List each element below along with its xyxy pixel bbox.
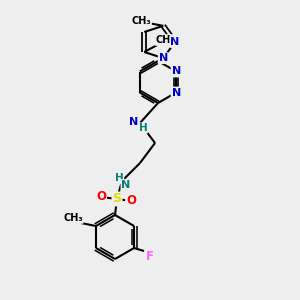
Text: N: N (159, 53, 168, 63)
Text: S: S (112, 193, 122, 206)
Text: CH₃: CH₃ (131, 16, 151, 26)
Text: CH₃: CH₃ (155, 35, 175, 45)
Text: CH₃: CH₃ (63, 213, 83, 223)
Text: N: N (170, 37, 180, 47)
Text: N: N (172, 67, 181, 76)
Text: O: O (126, 194, 136, 208)
Text: N: N (172, 88, 181, 98)
Text: O: O (96, 190, 106, 203)
Text: F: F (146, 250, 154, 262)
Text: N: N (122, 180, 130, 190)
Text: H: H (139, 123, 147, 133)
Text: H: H (115, 173, 123, 183)
Text: N: N (129, 117, 139, 127)
